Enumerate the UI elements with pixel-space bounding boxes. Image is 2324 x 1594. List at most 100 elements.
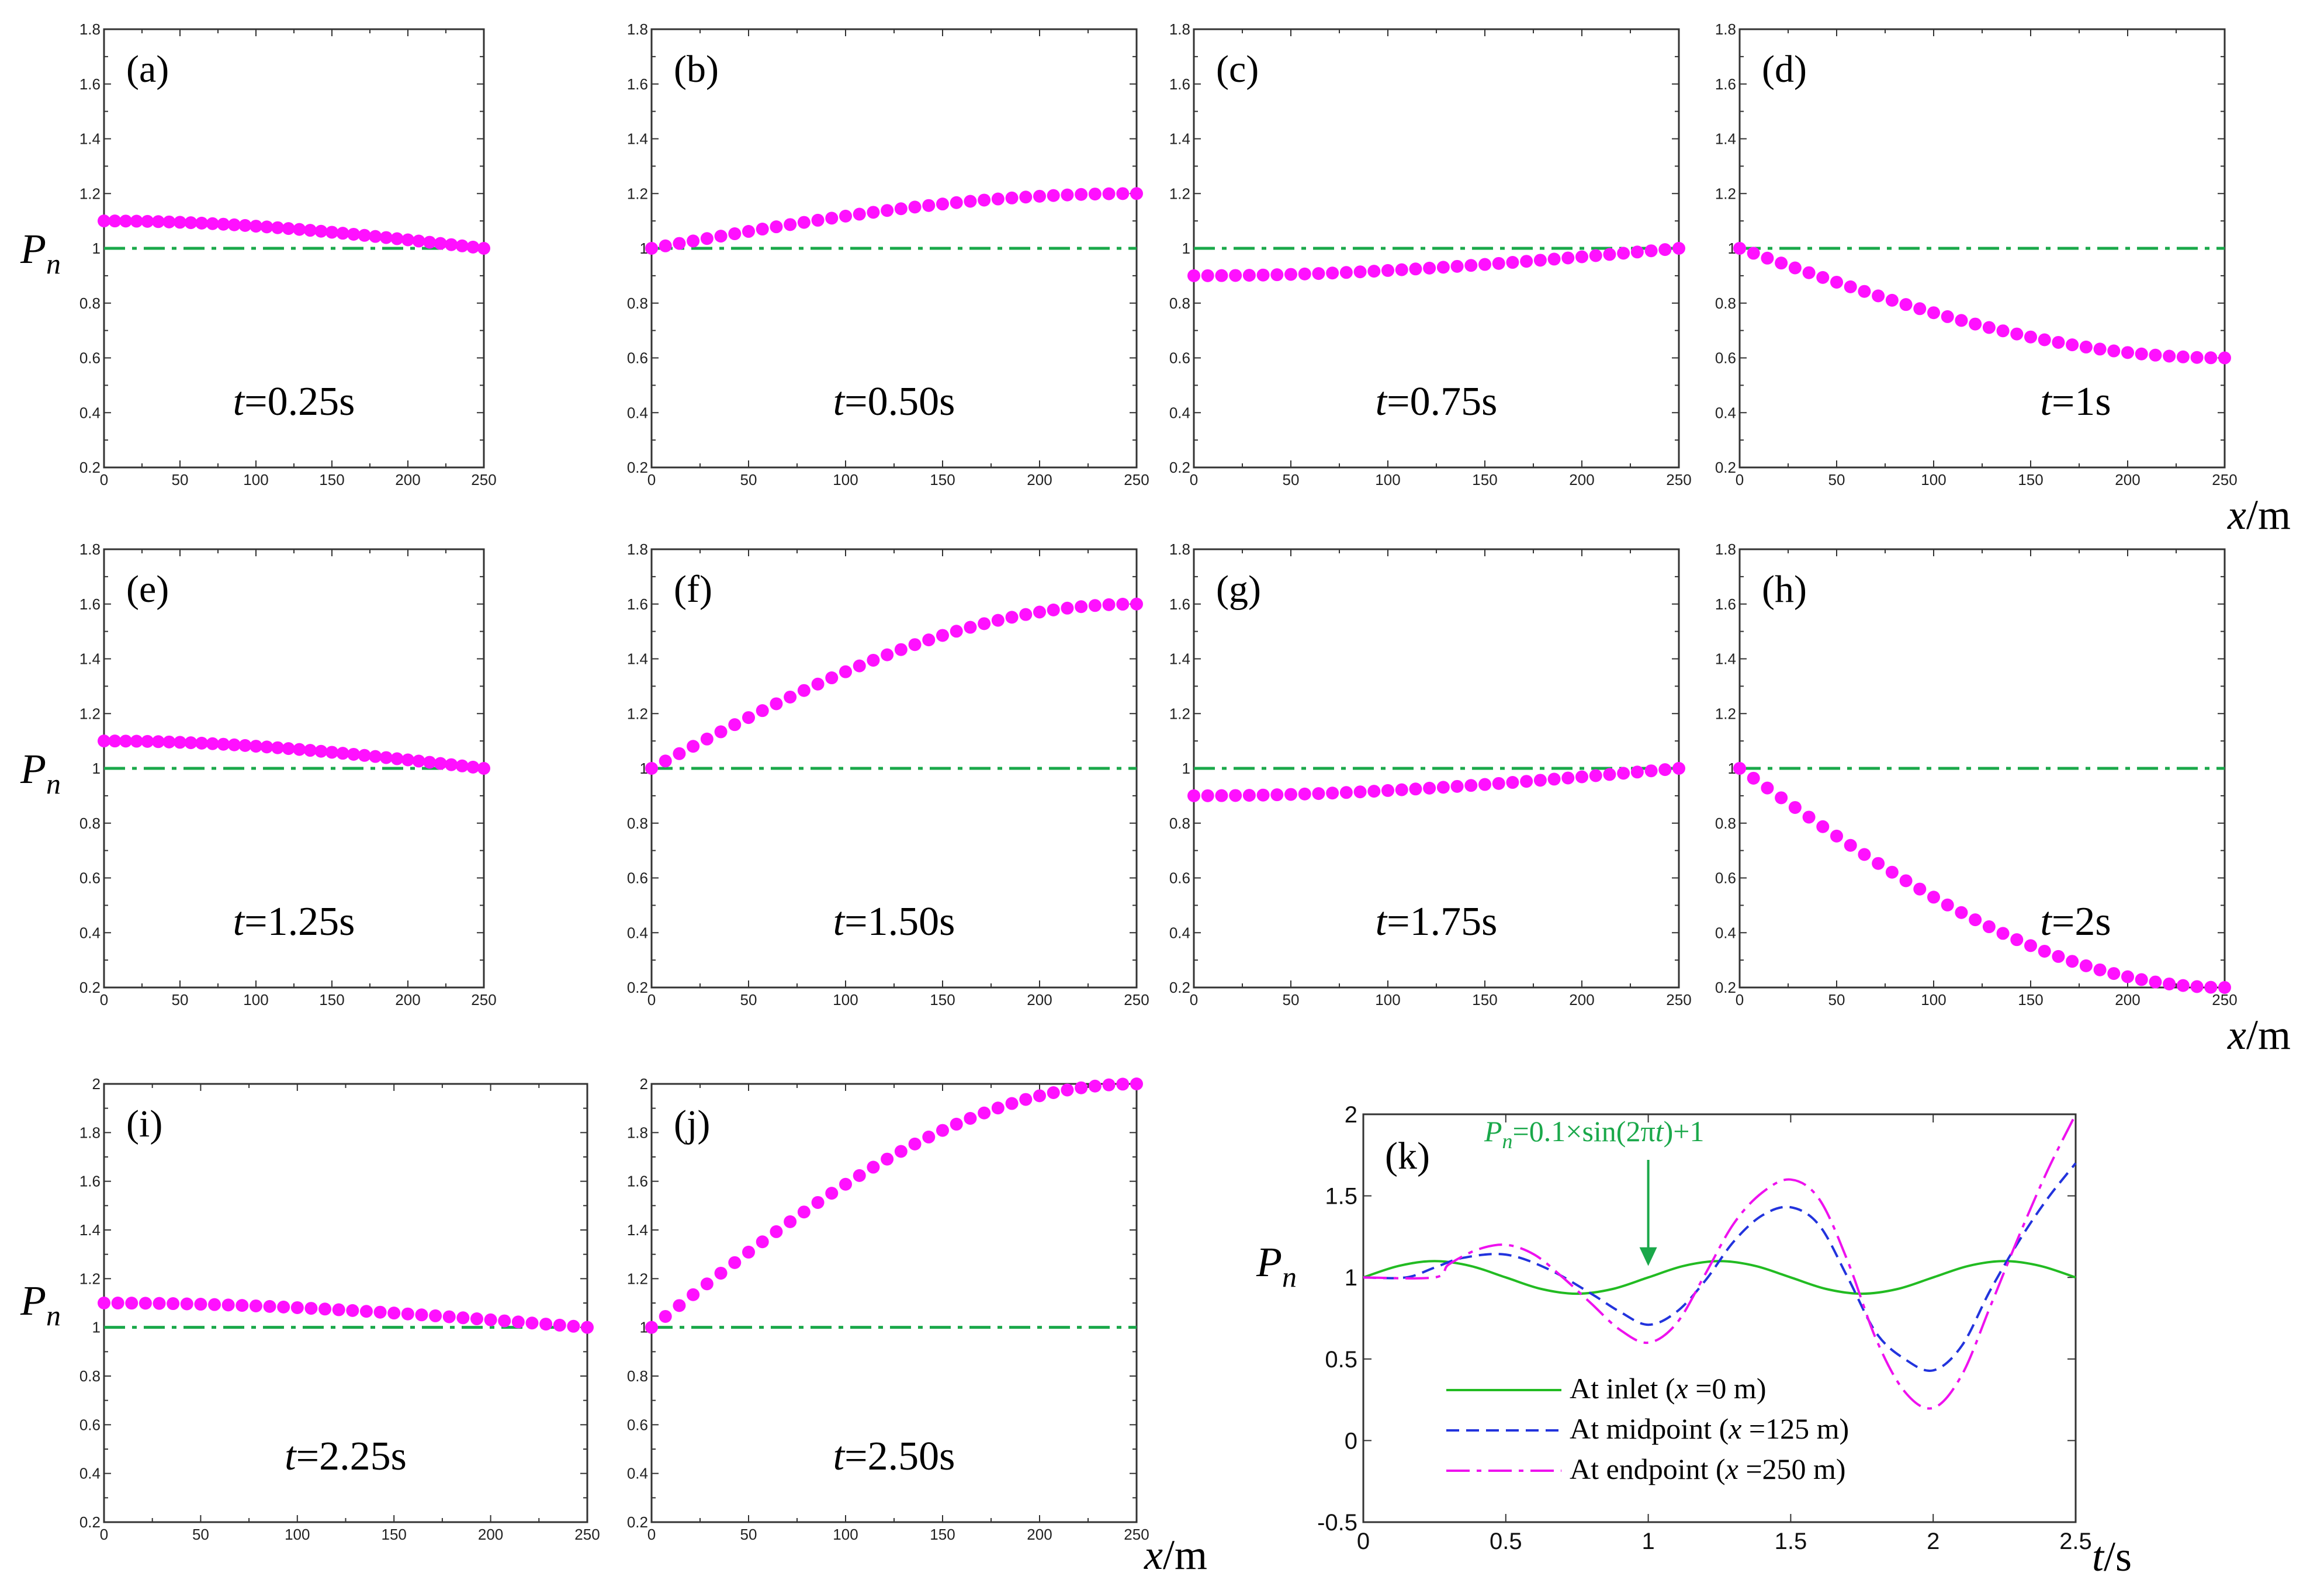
y-tick-label: 0.4	[1169, 404, 1190, 421]
data-point	[195, 736, 209, 750]
y-tick-label: 0.4	[1715, 404, 1736, 421]
data-point	[659, 754, 672, 768]
data-point	[2079, 340, 2093, 354]
data-point	[260, 220, 273, 234]
data-point	[1088, 599, 1102, 612]
data-point	[2163, 349, 2176, 363]
data-point	[1005, 611, 1019, 624]
data-point	[1436, 781, 1450, 794]
data-point	[1575, 250, 1588, 264]
data-point	[1381, 784, 1394, 797]
y-tick-label: 1	[640, 1319, 648, 1336]
y-tick-label: 0.6	[627, 349, 648, 367]
row-labels: Pn Pn Pn x/m x/m x/m Pn t/s	[20, 226, 2291, 1580]
data-point	[1088, 188, 1102, 201]
x-tick-label: 200	[1569, 471, 1594, 488]
data-point	[908, 1137, 922, 1151]
marker-series	[645, 597, 1143, 775]
x-tick-label: 0	[100, 991, 108, 1009]
y-tick-label: 1.6	[627, 75, 648, 93]
y-axis-label-row1: Pn	[20, 226, 61, 280]
data-point	[1088, 1079, 1102, 1093]
data-point	[1899, 298, 1913, 311]
data-point	[1561, 251, 1575, 265]
data-point	[263, 1300, 276, 1313]
data-point	[174, 216, 186, 229]
y-tick-label: 0.2	[1715, 979, 1736, 996]
x-axis-label-row3: x/m	[1144, 1531, 1207, 1578]
data-point	[881, 648, 894, 661]
data-point	[1464, 259, 1478, 272]
data-point	[130, 734, 143, 748]
data-point	[1075, 1081, 1088, 1094]
data-point	[162, 735, 176, 749]
data-point	[412, 754, 425, 768]
y-tick-label: 1	[640, 760, 648, 777]
panel-k: -0.500.511.520 0.5 1 1.5 2 2.5At inlet (x =0 …	[1317, 1102, 2092, 1554]
data-point	[2163, 977, 2176, 990]
y-tick-label: 0.8	[79, 815, 101, 832]
data-point	[1672, 762, 1685, 775]
data-point	[141, 734, 154, 748]
x-tick-label: 100	[833, 1526, 858, 1543]
data-point	[2066, 338, 2079, 352]
data-point	[1229, 269, 1242, 282]
data-point	[1830, 275, 1843, 289]
data-point	[922, 199, 936, 212]
data-point	[445, 758, 458, 771]
marker-series	[1733, 762, 2231, 994]
data-point	[1830, 829, 1843, 843]
panel-label: (e)	[126, 568, 169, 611]
y-tick-label: 0.8	[1169, 294, 1190, 312]
x-tick-label: 100	[833, 991, 858, 1009]
data-point	[1969, 913, 1982, 927]
data-point	[119, 734, 133, 748]
x-tick-label: 50	[1283, 471, 1300, 488]
data-point	[1047, 603, 1060, 616]
x-tick-label: 1.5	[1775, 1529, 1807, 1554]
legend-entry: At endpoint (x =250 m)	[1570, 1453, 1846, 1485]
marker-series	[98, 734, 490, 775]
data-point	[1996, 927, 2010, 940]
x-tick-label: 2	[1927, 1529, 1939, 1554]
data-point	[581, 1321, 594, 1334]
data-point	[153, 1297, 166, 1310]
data-point	[2107, 967, 2121, 980]
data-point	[2149, 348, 2162, 362]
series-line-at-inlet	[1363, 1260, 2076, 1295]
y-tick-label: 1.6	[79, 1173, 101, 1190]
data-point	[2024, 330, 2037, 344]
data-point	[1520, 775, 1533, 788]
data-point	[1506, 256, 1519, 269]
data-point	[358, 228, 371, 242]
data-point	[1617, 767, 1630, 780]
y-tick-label: 0.2	[1169, 459, 1190, 476]
y-tick-label: 1.2	[1715, 185, 1736, 202]
data-point	[217, 737, 230, 751]
panel-label: (i)	[126, 1103, 162, 1145]
data-point	[742, 225, 755, 238]
y-tick-label: 1.2	[627, 185, 648, 202]
data-point	[1927, 890, 1940, 904]
data-point	[673, 1299, 686, 1312]
data-point	[325, 746, 338, 759]
data-point	[1201, 269, 1214, 282]
time-label: t=1.50s	[833, 899, 955, 944]
y-tick-label: 1.8	[627, 20, 648, 38]
y-tick-label: 1.2	[1169, 185, 1190, 202]
data-point	[2121, 970, 2134, 983]
y-tick-label: 1.8	[79, 20, 101, 38]
data-point	[894, 1145, 908, 1158]
data-point	[250, 220, 262, 233]
y-tick-label: 0.4	[1169, 924, 1190, 941]
data-point	[853, 207, 866, 221]
data-point	[387, 1307, 401, 1320]
y-tick-label: 1.2	[627, 1270, 648, 1287]
marker-series	[1187, 762, 1685, 802]
data-point	[687, 1288, 700, 1301]
data-point	[728, 718, 742, 732]
data-point	[853, 1169, 866, 1182]
time-label: t=2s	[2040, 899, 2111, 944]
data-point	[659, 1309, 672, 1323]
data-point	[434, 757, 447, 770]
